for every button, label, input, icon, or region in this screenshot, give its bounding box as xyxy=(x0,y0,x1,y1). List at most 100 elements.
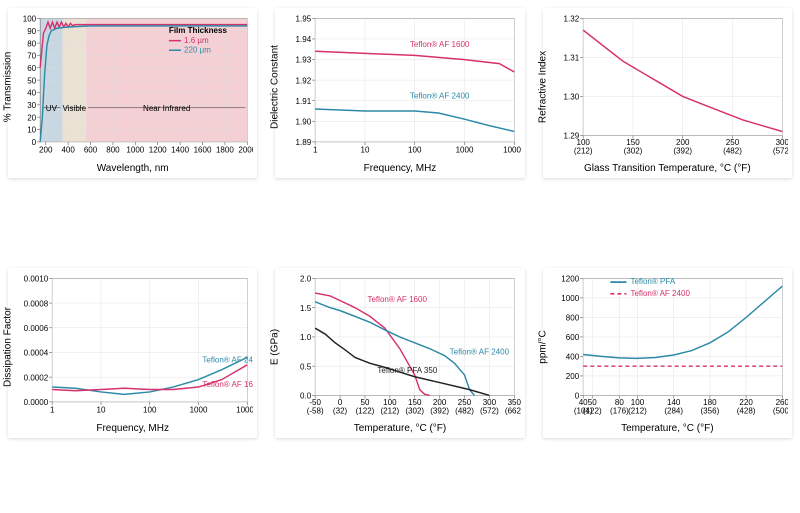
svg-text:Teflon® AF 1600: Teflon® AF 1600 xyxy=(410,40,470,49)
svg-text:Teflon® AF 1600: Teflon® AF 1600 xyxy=(368,295,428,304)
xlabel-refractive: Glass Transition Temperature, °C (°F) xyxy=(547,163,788,174)
ylabel-transmission: % Transmission xyxy=(3,51,14,122)
plot-refractive: 1.291.301.311.32100(212)150(302)200(392)… xyxy=(547,12,788,161)
svg-text:0.5: 0.5 xyxy=(300,362,312,371)
svg-text:90: 90 xyxy=(27,27,36,36)
ylabel-dielectric: Dielectric Constant xyxy=(270,45,281,129)
svg-text:Film Thickness: Film Thickness xyxy=(169,26,227,35)
svg-text:1400: 1400 xyxy=(171,145,189,154)
svg-text:UV: UV xyxy=(46,104,58,113)
svg-text:(212): (212) xyxy=(381,406,400,415)
svg-text:Teflon® AF 1600: Teflon® AF 1600 xyxy=(202,380,253,389)
svg-text:400: 400 xyxy=(61,145,75,154)
svg-text:2000: 2000 xyxy=(238,145,253,154)
svg-text:(500): (500) xyxy=(773,406,788,415)
ylabel-modulus: E (GPa) xyxy=(270,328,281,364)
svg-text:(662): (662) xyxy=(505,406,520,415)
ylabel-refractive: Refractive Index xyxy=(537,50,548,122)
svg-text:1.32: 1.32 xyxy=(563,14,579,23)
svg-text:1: 1 xyxy=(313,145,318,154)
svg-text:Teflon® PFA: Teflon® PFA xyxy=(630,277,675,286)
svg-text:Teflon® AF 2400: Teflon® AF 2400 xyxy=(450,347,510,356)
svg-text:(482): (482) xyxy=(455,406,474,415)
xlabel-modulus: Temperature, °C (°F) xyxy=(279,423,520,434)
svg-text:(122): (122) xyxy=(356,406,375,415)
xlabel-dissipation: Frequency, MHz xyxy=(12,423,253,434)
svg-text:1200: 1200 xyxy=(561,274,579,283)
svg-text:1000: 1000 xyxy=(126,145,144,154)
svg-text:1000: 1000 xyxy=(190,405,208,414)
svg-text:800: 800 xyxy=(565,313,579,322)
ylabel-ppm: ppm/°C xyxy=(537,330,548,363)
svg-text:(302): (302) xyxy=(623,146,642,155)
svg-text:Teflon® PFA 350: Teflon® PFA 350 xyxy=(378,366,438,375)
svg-text:1.5: 1.5 xyxy=(300,304,312,313)
svg-text:0.0000: 0.0000 xyxy=(24,398,49,407)
xlabel-transmission: Wavelength, nm xyxy=(12,163,253,174)
svg-text:1.0: 1.0 xyxy=(300,333,312,342)
svg-text:10: 10 xyxy=(97,405,106,414)
svg-text:(572): (572) xyxy=(480,406,499,415)
svg-text:1200: 1200 xyxy=(149,145,167,154)
svg-text:(302): (302) xyxy=(406,406,425,415)
svg-text:(572): (572) xyxy=(773,146,788,155)
svg-text:100: 100 xyxy=(143,405,157,414)
svg-text:1.92: 1.92 xyxy=(296,76,312,85)
chart-grid: % Transmission 0102030405060708090100200… xyxy=(8,8,792,438)
svg-text:1.94: 1.94 xyxy=(296,35,312,44)
svg-text:Visible: Visible xyxy=(63,104,87,113)
svg-text:50: 50 xyxy=(27,76,36,85)
chart-dielectric: Dielectric Constant 1.891.901.911.921.93… xyxy=(275,8,524,178)
svg-text:60: 60 xyxy=(27,64,36,73)
svg-text:1.30: 1.30 xyxy=(563,92,579,101)
svg-text:220 µm: 220 µm xyxy=(184,45,211,54)
xlabel-dielectric: Frequency, MHz xyxy=(279,163,520,174)
svg-text:1: 1 xyxy=(50,405,55,414)
svg-text:1800: 1800 xyxy=(216,145,234,154)
svg-text:Near Infrared: Near Infrared xyxy=(143,104,191,113)
svg-text:1.31: 1.31 xyxy=(563,53,579,62)
svg-text:1.6 µm: 1.6 µm xyxy=(184,36,209,45)
svg-text:(356): (356) xyxy=(700,406,719,415)
svg-text:0.0010: 0.0010 xyxy=(24,274,49,283)
chart-dissipation: Dissipation Factor 0.00000.00020.00040.0… xyxy=(8,268,257,438)
svg-text:1000: 1000 xyxy=(456,145,474,154)
svg-text:100: 100 xyxy=(408,145,422,154)
svg-text:100: 100 xyxy=(23,14,37,23)
plot-dissipation: 0.00000.00020.00040.00060.00080.00101101… xyxy=(12,272,253,421)
plot-modulus: 0.00.51.01.52.0-50(-58)0(32)50(122)100(2… xyxy=(279,272,520,421)
svg-text:200: 200 xyxy=(39,145,53,154)
svg-text:800: 800 xyxy=(106,145,120,154)
svg-text:10: 10 xyxy=(27,125,36,134)
svg-text:1.93: 1.93 xyxy=(296,56,312,65)
svg-text:(-58): (-58) xyxy=(307,406,324,415)
svg-text:1.91: 1.91 xyxy=(296,97,312,106)
svg-text:1.89: 1.89 xyxy=(296,138,312,147)
chart-modulus: E (GPa) 0.00.51.01.52.0-50(-58)0(32)50(1… xyxy=(275,268,524,438)
svg-text:(284): (284) xyxy=(664,406,683,415)
xlabel-ppm: Temperature, °C (°F) xyxy=(547,423,788,434)
svg-text:0.0006: 0.0006 xyxy=(24,324,49,333)
svg-text:0.0004: 0.0004 xyxy=(24,348,49,357)
chart-transmission: % Transmission 0102030405060708090100200… xyxy=(8,8,257,178)
svg-text:200: 200 xyxy=(565,372,579,381)
svg-text:1000: 1000 xyxy=(561,294,579,303)
svg-text:Teflon® AF 2400: Teflon® AF 2400 xyxy=(410,91,470,100)
svg-text:10000: 10000 xyxy=(236,405,253,414)
svg-text:(176): (176) xyxy=(610,406,629,415)
svg-text:10: 10 xyxy=(361,145,370,154)
svg-text:30: 30 xyxy=(27,101,36,110)
svg-text:1.95: 1.95 xyxy=(296,14,312,23)
svg-text:1.90: 1.90 xyxy=(296,117,312,126)
svg-text:70: 70 xyxy=(27,51,36,60)
svg-text:40: 40 xyxy=(27,88,36,97)
svg-text:2.0: 2.0 xyxy=(300,274,312,283)
svg-text:(428): (428) xyxy=(736,406,755,415)
svg-text:(122): (122) xyxy=(583,406,602,415)
svg-text:1600: 1600 xyxy=(194,145,212,154)
svg-text:Teflon® AF 2400: Teflon® AF 2400 xyxy=(202,355,253,364)
svg-text:(32): (32) xyxy=(333,406,348,415)
svg-text:0.0008: 0.0008 xyxy=(24,299,49,308)
svg-text:600: 600 xyxy=(565,333,579,342)
plot-transmission: 0102030405060708090100200400600800100012… xyxy=(12,12,253,161)
